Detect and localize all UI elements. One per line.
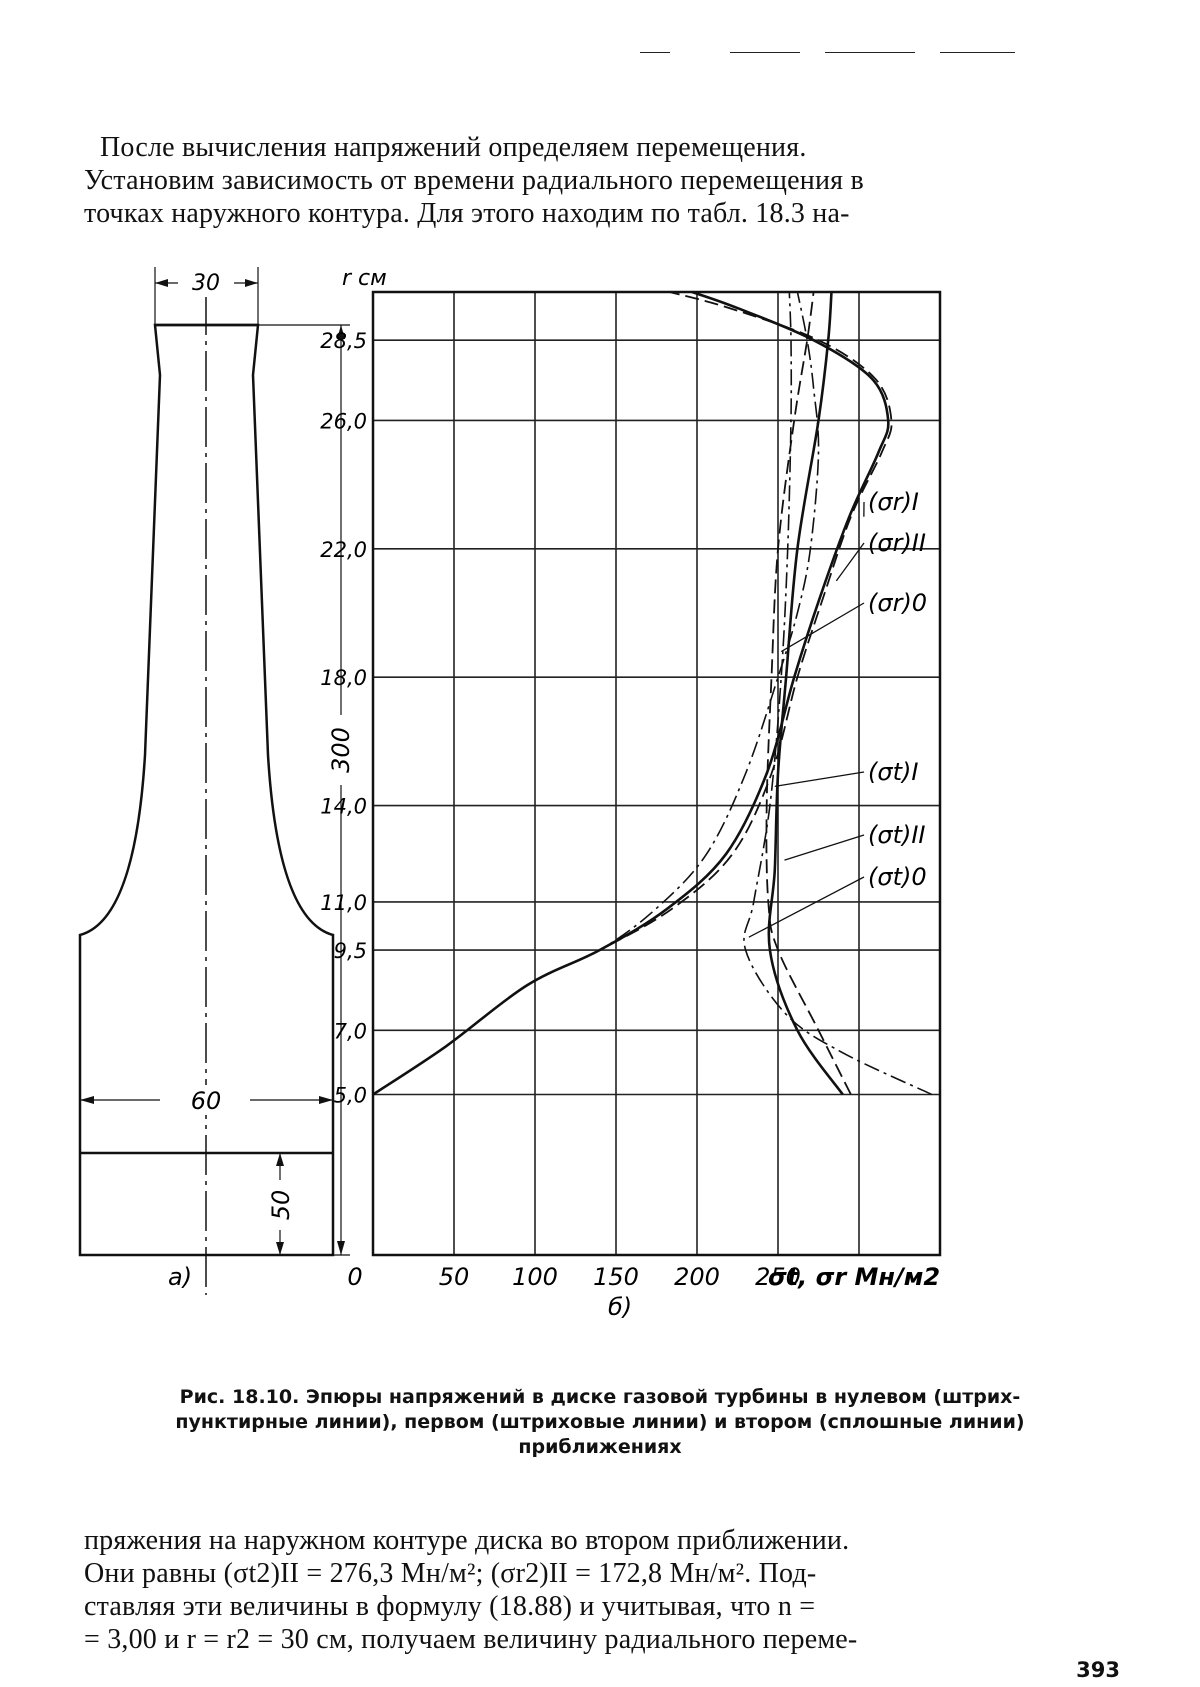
y-tick-label: 18,0 <box>320 666 367 690</box>
text-line: = 3,00 и r = r2 = 30 см, получаем величи… <box>84 1623 1088 1656</box>
x-tick-label: 0 <box>347 1263 362 1291</box>
caption-line: пунктирные линии), первом (штриховые лин… <box>100 1410 1100 1435</box>
paragraph-top: После вычисления напряжений определяем п… <box>84 131 1088 230</box>
series-label: (σr)0 <box>868 589 927 617</box>
top-rule-3 <box>825 52 915 53</box>
y-tick-label: 9,5 <box>334 939 367 963</box>
text-line: пряжения на наружном контуре диска во вт… <box>84 1524 1088 1557</box>
figure-caption: Рис. 18.10. Эпюры напряжений в диске газ… <box>100 1385 1100 1460</box>
y-tick-label: 14,0 <box>320 795 367 819</box>
top-rule-1 <box>640 52 670 53</box>
page-number: 393 <box>1076 1658 1120 1682</box>
series-label: (σr)II <box>868 529 926 557</box>
caption-line: Рис. 18.10. Эпюры напряжений в диске газ… <box>100 1385 1100 1410</box>
stress-figure: 30 60 50 300 а) 5,0 7,0 9,5 11,0 14,0 18,0 22,… <box>60 255 1040 1380</box>
label-leader-line <box>749 877 864 937</box>
text-line: ставляя эти величины в формулу (18.88) и… <box>84 1590 1088 1623</box>
x-tick-label: 50 <box>439 1263 470 1291</box>
panel-b-label: б) <box>608 1293 632 1321</box>
y-tick-label: 28,5 <box>320 329 367 353</box>
series-line-0 <box>373 292 892 1095</box>
text-line: После вычисления напряжений определяем п… <box>84 131 1088 164</box>
y-tick-label: 11,0 <box>320 891 367 915</box>
series-label: (σt)II <box>868 821 926 849</box>
text-line: Они равны (σt2)II = 276,3 Мн/м²; (σr2)II… <box>84 1557 1088 1590</box>
y-tick-label: 5,0 <box>334 1084 367 1108</box>
panel-a-label: а) <box>168 1263 192 1291</box>
y-tick-label: 22,0 <box>320 538 367 562</box>
text-line: Установим зависимость от времени радиаль… <box>84 164 1088 197</box>
series-line-1 <box>373 292 888 1095</box>
dim-hub-label: 50 <box>267 1190 295 1221</box>
y-tick-label: 7,0 <box>334 1019 367 1043</box>
label-leader-line <box>775 772 864 786</box>
x-tick-label: 200 <box>674 1263 720 1291</box>
x-tick-label: 150 <box>593 1263 639 1291</box>
paragraph-bottom: пряжения на наружном контуре диска во вт… <box>84 1524 1088 1656</box>
caption-line: приближениях <box>100 1435 1100 1460</box>
x-tick-labels: 050100150200250 <box>347 1263 801 1291</box>
disk-profile <box>80 267 350 1295</box>
top-rule-2 <box>730 52 800 53</box>
label-leader-line <box>781 603 864 652</box>
label-leader-line <box>784 835 864 860</box>
x-axis-unit: σt, σr Мн/м2 <box>768 1263 940 1291</box>
series-line-2 <box>373 292 819 1095</box>
y-tick-label: 26,0 <box>320 409 367 433</box>
dim-width-label: 60 <box>191 1087 222 1115</box>
series-line-3 <box>766 292 850 1095</box>
top-rule-4 <box>940 52 1015 53</box>
series-label: (σt)0 <box>868 863 927 891</box>
dim-top-label: 30 <box>192 271 220 296</box>
x-tick-label: 100 <box>512 1263 558 1291</box>
series-label: (σr)I <box>868 488 919 516</box>
stress-curves <box>373 292 932 1095</box>
dim-height-label: 300 <box>327 727 355 773</box>
series-label: (σt)I <box>868 758 918 786</box>
text-line: точках наружного контура. Для этого нахо… <box>84 197 1088 230</box>
y-axis-unit: r см <box>342 266 387 291</box>
